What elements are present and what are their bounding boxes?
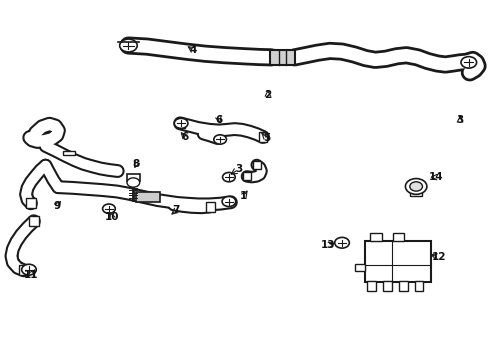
- Text: 3: 3: [455, 115, 463, 125]
- Bar: [258, 132, 267, 141]
- Bar: [29, 216, 39, 226]
- Text: 3: 3: [235, 164, 242, 174]
- Circle shape: [405, 179, 426, 194]
- Text: 5: 5: [262, 133, 269, 143]
- Circle shape: [174, 118, 187, 129]
- Bar: [63, 150, 75, 155]
- Bar: [127, 174, 140, 181]
- Text: 4: 4: [189, 45, 197, 55]
- Circle shape: [409, 182, 422, 191]
- Circle shape: [213, 135, 226, 144]
- Text: 6: 6: [181, 132, 188, 142]
- Text: 1: 1: [240, 191, 246, 201]
- Text: 14: 14: [427, 172, 442, 182]
- Text: 12: 12: [430, 252, 445, 262]
- Text: 8: 8: [132, 159, 140, 169]
- Text: 10: 10: [104, 212, 119, 221]
- Bar: [252, 161, 260, 169]
- Bar: [382, 281, 391, 291]
- Bar: [243, 172, 250, 180]
- Bar: [414, 281, 423, 291]
- Bar: [409, 186, 421, 196]
- Circle shape: [460, 57, 476, 68]
- Circle shape: [127, 178, 140, 187]
- Text: 6: 6: [215, 115, 223, 125]
- Text: 13: 13: [321, 240, 335, 250]
- Text: 9: 9: [53, 201, 60, 211]
- Bar: [369, 233, 381, 241]
- Bar: [392, 233, 404, 241]
- Text: 2: 2: [264, 90, 271, 100]
- Bar: [205, 202, 214, 212]
- Text: 7: 7: [172, 206, 180, 216]
- Circle shape: [21, 264, 36, 275]
- Bar: [354, 264, 365, 271]
- Circle shape: [102, 204, 115, 213]
- Bar: [398, 281, 407, 291]
- Bar: [175, 119, 184, 128]
- Bar: [136, 192, 159, 202]
- Text: 11: 11: [23, 270, 38, 280]
- Circle shape: [222, 172, 235, 182]
- Bar: [365, 241, 430, 282]
- Circle shape: [120, 39, 137, 52]
- Bar: [366, 281, 375, 291]
- Bar: [270, 50, 294, 64]
- Bar: [19, 265, 29, 275]
- Bar: [26, 198, 36, 208]
- Circle shape: [222, 197, 235, 207]
- Circle shape: [334, 237, 348, 248]
